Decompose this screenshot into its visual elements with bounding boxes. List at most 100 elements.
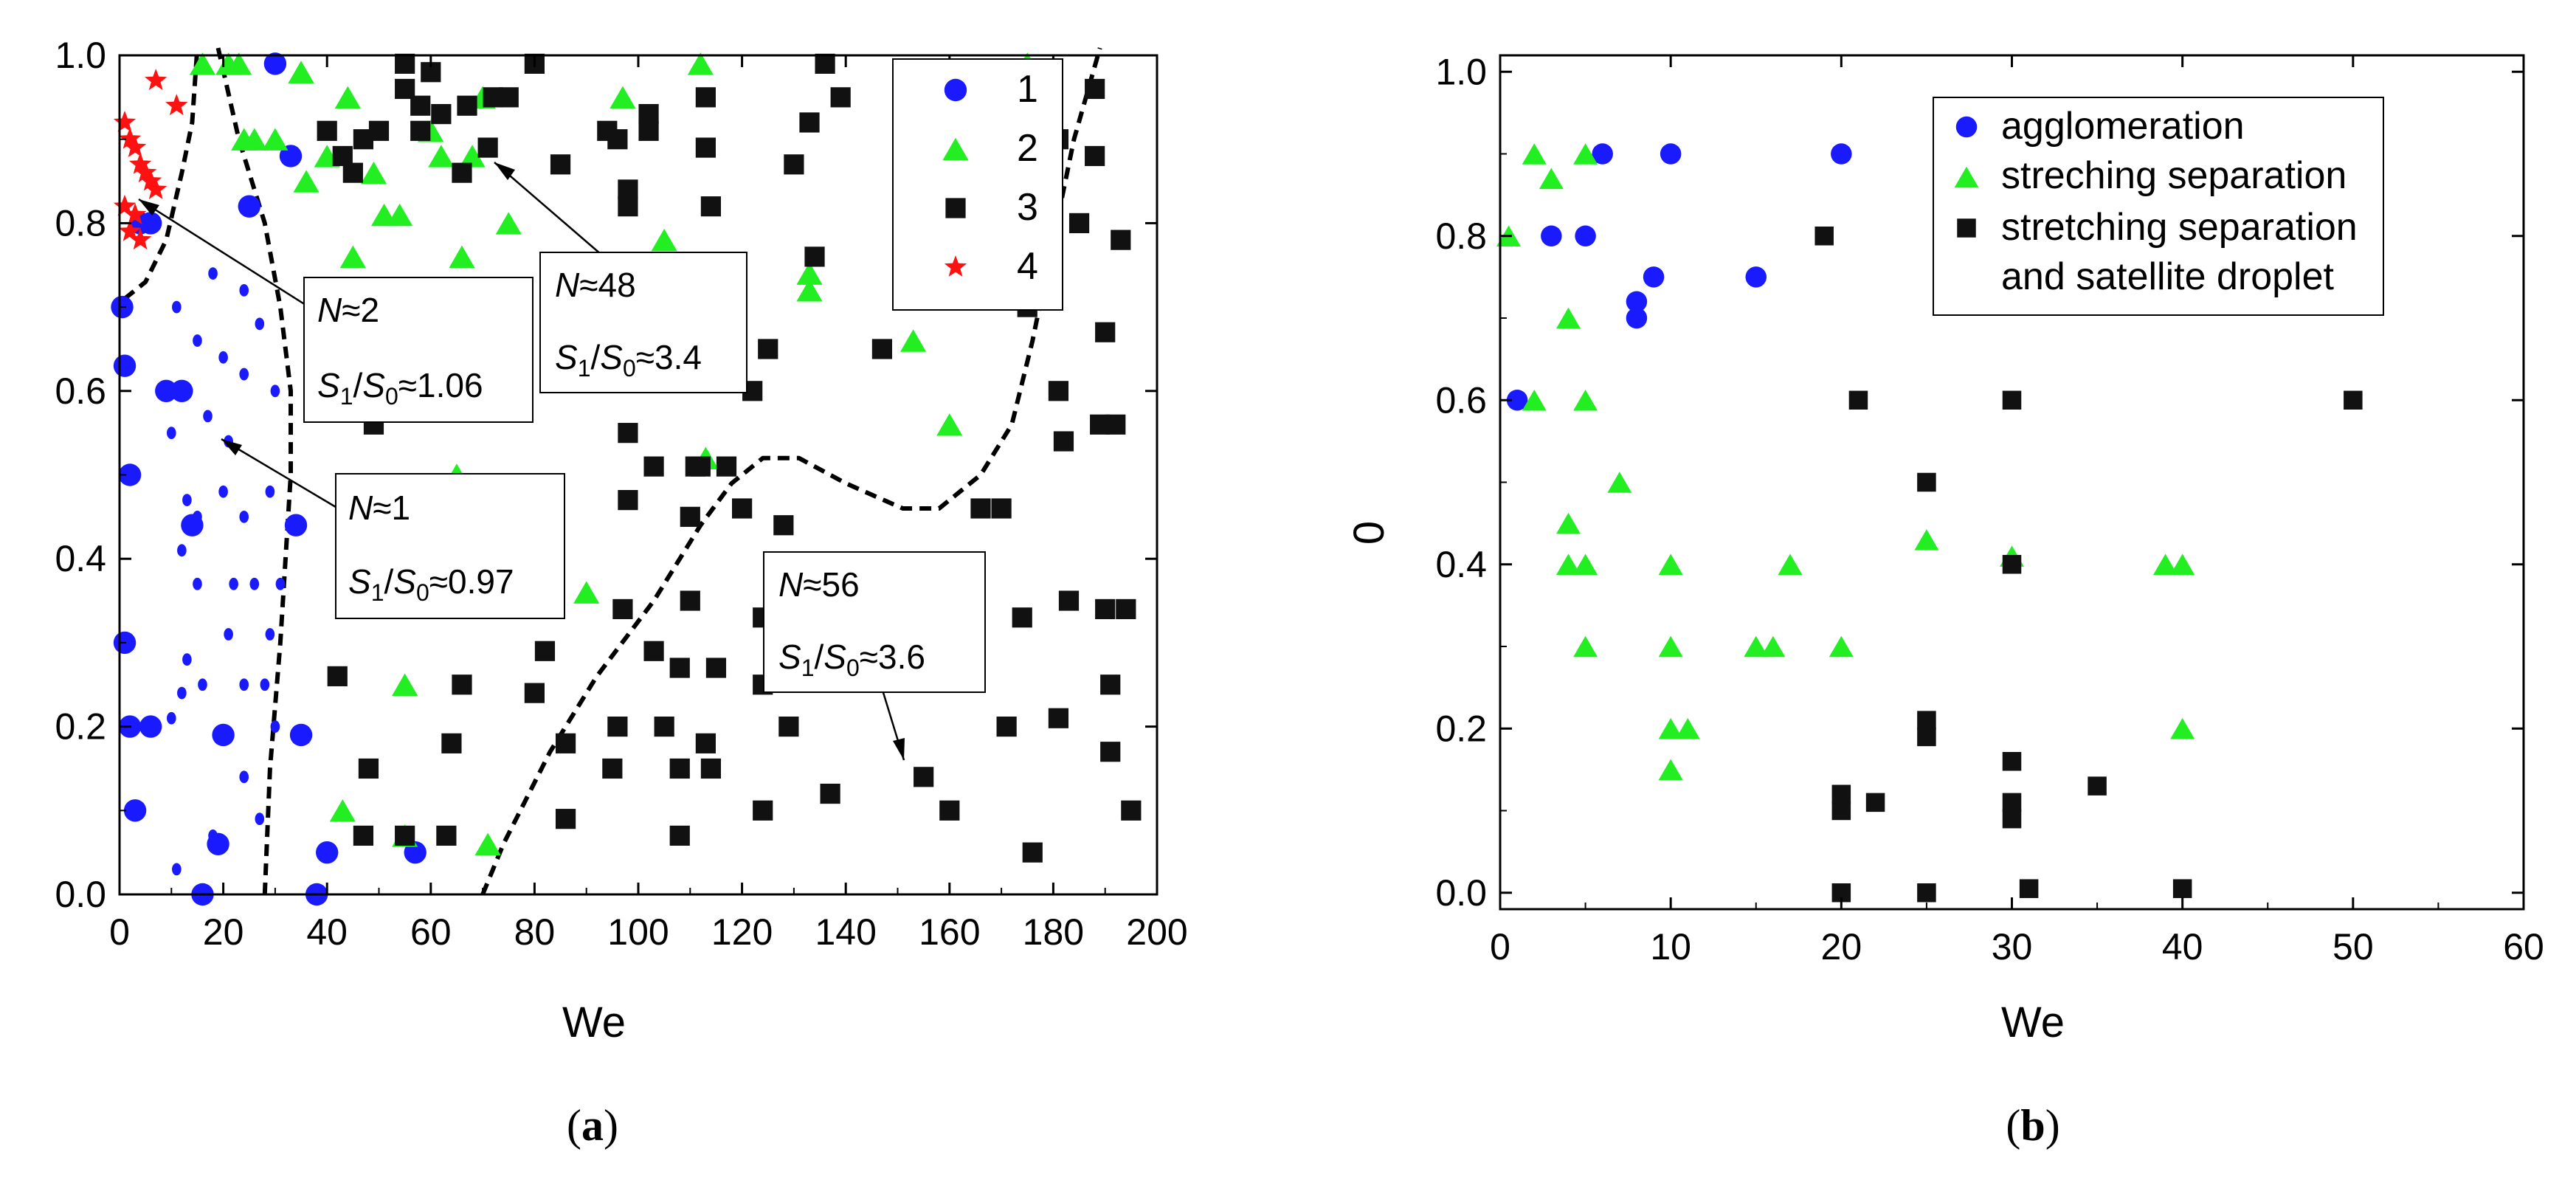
data-point-triangle	[449, 245, 475, 269]
data-point-triangle	[651, 228, 677, 252]
legend-a-marker-square	[945, 198, 966, 218]
data-point-triangle	[796, 279, 823, 302]
data-point-square	[457, 95, 477, 116]
data-point-square	[2344, 390, 2363, 410]
data-point-triangle	[2170, 718, 2195, 739]
data-point-square	[778, 717, 799, 737]
panel-a-xtick-label: 200	[1126, 911, 1187, 953]
data-point-small-circle	[193, 510, 202, 523]
data-point-triangle	[1658, 718, 1683, 739]
data-point-triangle	[796, 262, 823, 285]
data-point-star	[113, 111, 137, 132]
data-point-square	[607, 717, 628, 737]
annot-n56-s0: S	[823, 638, 846, 676]
data-point-square	[1917, 711, 1936, 730]
caption-b-open: (	[2006, 1101, 2020, 1150]
data-point-small-circle	[249, 577, 260, 590]
data-point-square	[410, 120, 431, 141]
data-point-small-circle	[172, 863, 182, 876]
legend-b-label-stretching-satellite: stretching separation	[2001, 206, 2358, 249]
annot-n56-ratio: ≈3.6	[860, 638, 925, 676]
panel-b-ytick-label: 0.8	[1435, 215, 1487, 257]
data-point-square	[2019, 879, 2039, 898]
data-point-square	[1090, 414, 1111, 435]
data-point-square	[1831, 801, 1851, 821]
panel-a-xtick-label: 0	[109, 911, 130, 953]
annot-n48-value: ≈48	[579, 266, 635, 304]
data-point-square	[342, 162, 363, 183]
panel-a-legend: 1 2 3 4	[892, 58, 1063, 311]
panel-a-plot-area	[111, 47, 1142, 906]
data-point-triangle	[1555, 553, 1581, 575]
panel-a-xtick-label: 160	[919, 911, 980, 953]
legend-a-marker-triangle	[942, 137, 969, 161]
data-point-triangle	[1744, 635, 1769, 658]
data-point-star	[165, 94, 188, 116]
panel-a-legend-markers	[942, 78, 969, 277]
data-point-small-circle	[270, 720, 280, 733]
annot-n48-s1: S	[555, 338, 578, 376]
svg-text:N≈1: N≈1	[348, 489, 410, 527]
svg-text:N≈48: N≈48	[555, 266, 636, 304]
data-point-small-circle	[167, 711, 176, 725]
data-point-square	[1058, 590, 1080, 611]
data-point-square	[358, 758, 379, 779]
annot-n56-slash: /	[814, 638, 823, 676]
data-point-square	[395, 53, 415, 74]
panel-a-ytick-label: 1.0	[55, 35, 106, 76]
data-point-small-circle	[255, 812, 265, 826]
annot-n2-ratio: ≈1.06	[398, 366, 483, 404]
data-point-square	[1022, 842, 1043, 863]
data-point-triangle	[241, 128, 268, 151]
data-point-square	[2002, 752, 2022, 771]
svg-text:(b): (b)	[2006, 1101, 2059, 1150]
svg-text:(a): (a)	[567, 1101, 618, 1150]
data-point-triangle	[2170, 553, 2195, 575]
annot-n48-s1-sub: 1	[578, 355, 591, 382]
data-point-triangle	[392, 673, 418, 696]
data-point-small-circle	[260, 678, 270, 691]
data-point-square	[695, 137, 716, 158]
data-point-triangle	[1522, 143, 1547, 165]
data-point-square	[327, 666, 348, 686]
data-point-circle	[155, 379, 178, 402]
data-point-triangle	[329, 799, 356, 822]
data-point-star	[118, 127, 142, 149]
regime-boundary-3	[480, 47, 1102, 896]
data-point-square	[1116, 598, 1136, 620]
data-point-square	[441, 733, 462, 753]
data-point-square	[638, 103, 659, 125]
data-point-triangle	[610, 86, 636, 109]
regime-boundary-1	[123, 47, 200, 301]
data-point-square	[799, 112, 820, 133]
data-point-square	[970, 498, 991, 519]
annot-n48-ratio: ≈3.4	[636, 338, 702, 376]
data-point-square	[395, 825, 415, 846]
data-point-square	[2088, 776, 2107, 796]
data-point-square	[1048, 381, 1069, 401]
caption-a-open: (	[567, 1101, 581, 1150]
data-point-triangle	[2153, 553, 2178, 575]
data-point-square	[452, 674, 472, 695]
data-point-square	[395, 78, 415, 100]
data-point-square	[524, 683, 545, 703]
legend-b-label-agglomeration: agglomeration	[2001, 105, 2245, 148]
data-point-square	[773, 515, 794, 536]
data-point-square	[732, 498, 753, 519]
data-point-square	[618, 179, 638, 200]
panel-b-xtick-label: 50	[2332, 926, 2374, 967]
data-point-small-circle	[265, 628, 275, 641]
caption-b-close: )	[2045, 1101, 2060, 1150]
annot-n56-s1-sub: 1	[801, 655, 815, 681]
data-point-star	[113, 194, 137, 216]
data-point-square	[1068, 213, 1090, 233]
data-point-square	[1121, 800, 1142, 821]
data-point-square	[607, 129, 628, 150]
data-point-triangle	[334, 86, 361, 109]
legend-a-marker-circle	[944, 78, 967, 102]
annotation-n56: N≈56 S1/S0≈3.6	[763, 551, 986, 761]
data-point-triangle	[1555, 512, 1581, 534]
data-point-triangle	[1658, 635, 1683, 658]
annot-n2-s0-sub: 0	[385, 383, 398, 410]
data-point-circle	[113, 354, 137, 377]
